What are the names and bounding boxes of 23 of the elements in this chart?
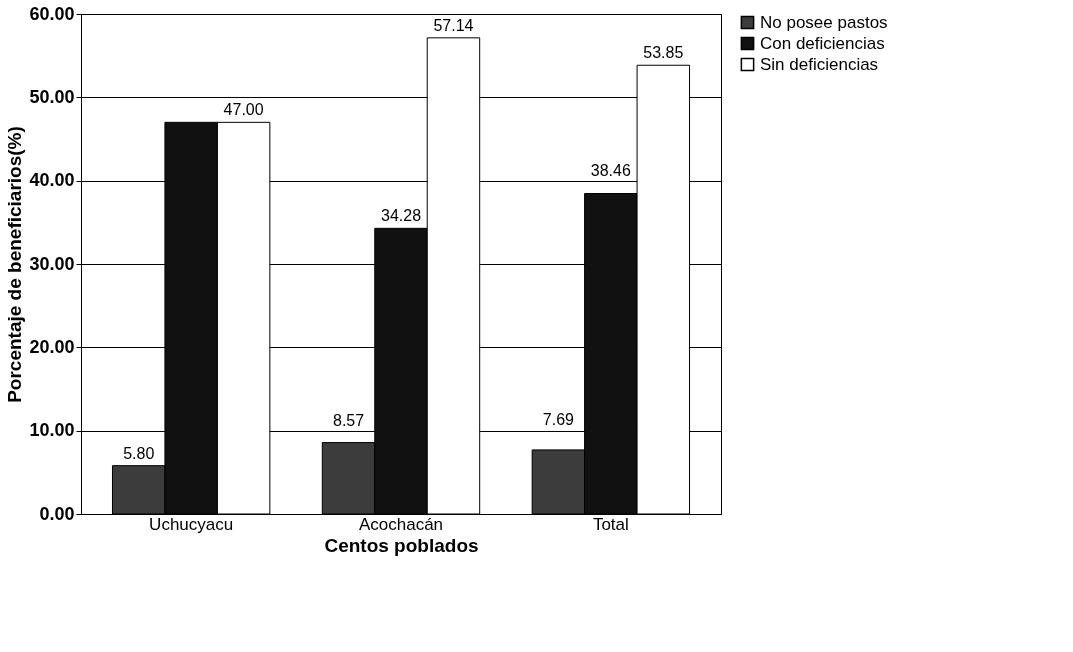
x-tick-label: Total (592, 514, 629, 534)
x-tick-label: Uchucyacu (149, 514, 234, 534)
y-tick-label: 60.00 (29, 3, 75, 24)
data-label: 34.28 (380, 207, 422, 225)
data-label: 8.57 (332, 411, 365, 429)
y-tick-label: 10.00 (29, 420, 75, 441)
data-label: 5.80 (123, 444, 155, 462)
x-axis-title: Centos poblados (324, 534, 479, 556)
legend-label: Con deficiencias (760, 33, 885, 53)
data-label: 38.46 (590, 161, 631, 179)
legend-label: No posee pastos (760, 12, 888, 32)
x-tick-label: Acochacán (358, 514, 444, 534)
data-label: 53.85 (643, 44, 684, 62)
y-tick-label: 40.00 (29, 170, 75, 191)
y-tick-label: 30.00 (29, 253, 75, 274)
y-tick-label: 50.00 (29, 86, 75, 107)
y-axis-title: Porcentaje de beneficiarios(%) (4, 126, 26, 403)
y-tick-label: 0.00 (39, 503, 75, 524)
data-label: 7.69 (542, 410, 575, 428)
data-label: 57.14 (433, 16, 474, 34)
data-label: 47.00 (223, 101, 264, 119)
legend-label: Sin deficiencias (760, 54, 879, 74)
y-tick-label: 20.00 (29, 336, 75, 357)
